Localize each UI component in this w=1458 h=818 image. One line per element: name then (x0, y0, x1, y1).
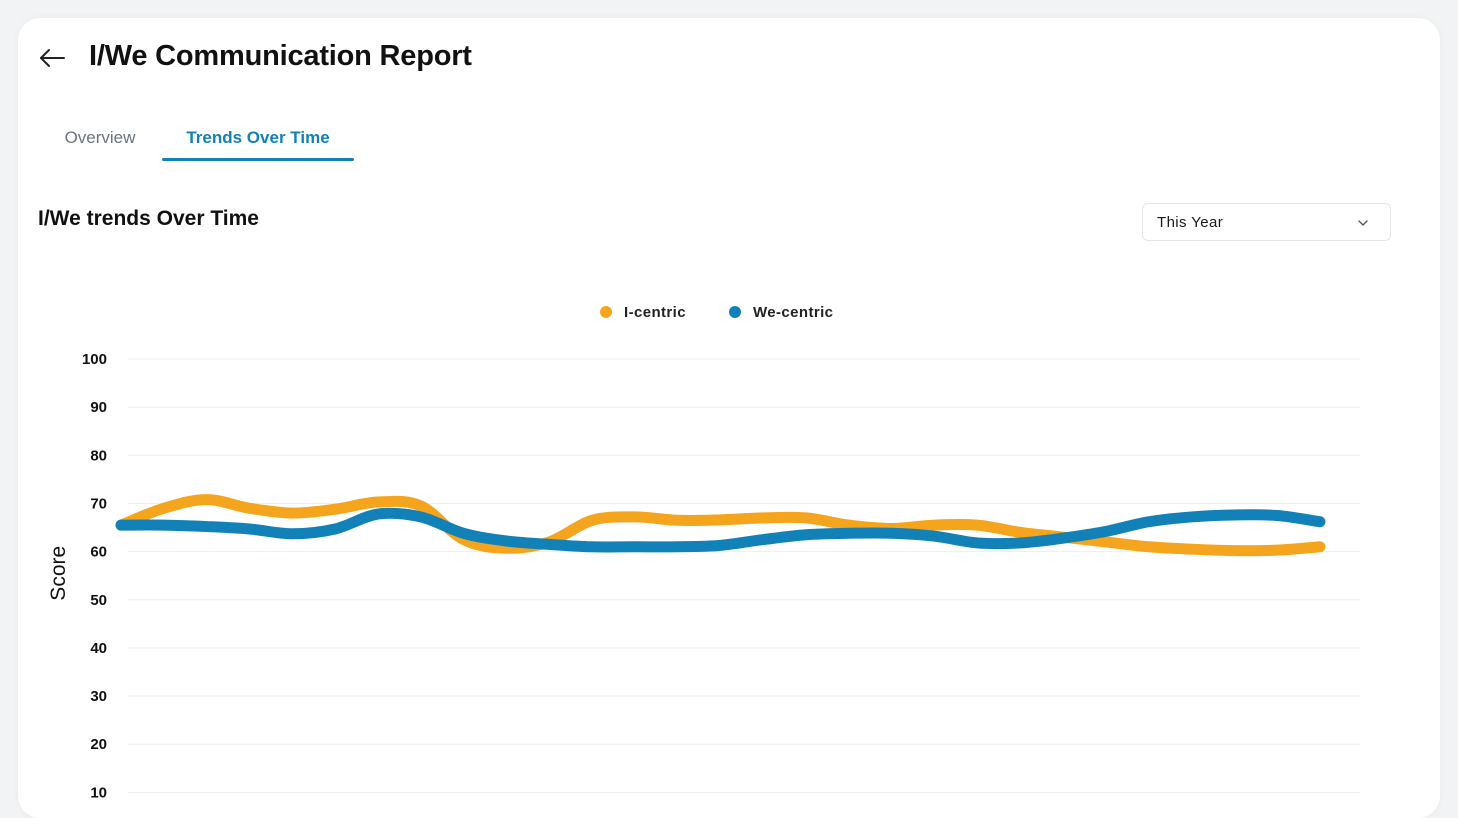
chart-gridlines (128, 358, 1360, 793)
arrow-left-icon (40, 49, 65, 67)
y-tick-label-100: 100 (82, 351, 107, 368)
y-axis-ticks: 100 90 80 70 60 50 40 30 20 10 (82, 351, 107, 801)
back-button[interactable] (38, 46, 68, 70)
legend-label-i-centric: I-centric (624, 304, 686, 321)
time-range-value: This Year (1157, 214, 1224, 231)
page-title: I/We Communication Report (89, 40, 472, 72)
active-tab-indicator (162, 158, 354, 161)
chevron-down-icon (1358, 220, 1368, 226)
y-tick-label-40: 40 (90, 640, 107, 657)
legend-label-we-centric: We-centric (753, 304, 834, 321)
y-tick-label-30: 30 (90, 688, 107, 705)
report-card: I/We Communication Report Overview Trend… (18, 18, 1440, 818)
chart-series (115, 494, 1326, 557)
time-range-select[interactable]: This Year (1142, 203, 1391, 241)
section-title: I/We trends Over Time (38, 207, 259, 230)
series-line-i-centric[interactable] (115, 494, 1326, 557)
y-tick-label-20: 20 (90, 736, 107, 753)
y-axis-label: Score (47, 546, 70, 601)
y-tick-label-60: 60 (90, 544, 107, 561)
tab-trends-over-time[interactable]: Trends Over Time (186, 128, 330, 147)
chart-legend: I-centric We-centric (18, 301, 1440, 325)
legend-item-i-centric[interactable]: I-centric (600, 301, 686, 325)
y-tick-label-80: 80 (90, 447, 107, 464)
series-line-we-centric[interactable] (115, 507, 1326, 553)
y-tick-label-50: 50 (90, 592, 107, 609)
y-tick-label-10: 10 (90, 784, 107, 801)
legend-item-we-centric[interactable]: We-centric (729, 301, 833, 325)
y-tick-label-70: 70 (90, 495, 107, 512)
trend-line-chart: 100 90 80 70 60 50 40 30 20 10 Score (47, 351, 1360, 801)
legend-swatch-we-centric (729, 306, 741, 319)
y-tick-label-90: 90 (90, 399, 107, 416)
tab-overview[interactable]: Overview (64, 128, 136, 147)
legend-swatch-i-centric (600, 306, 612, 319)
